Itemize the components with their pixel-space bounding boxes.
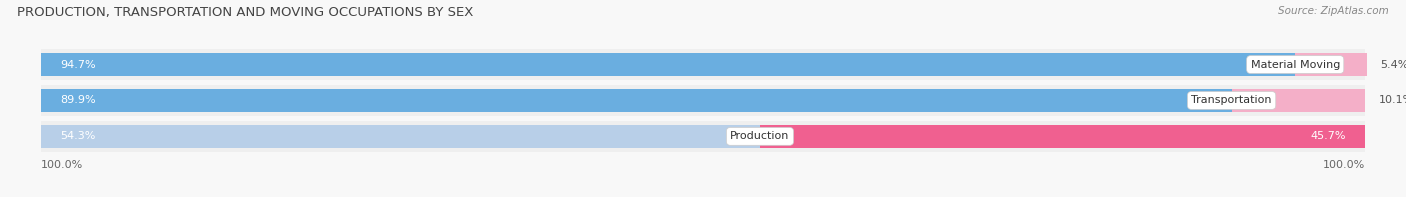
Bar <box>41 49 1365 80</box>
Text: Transportation: Transportation <box>1191 96 1272 105</box>
Text: 89.9%: 89.9% <box>60 96 96 105</box>
Bar <box>41 125 761 148</box>
Bar <box>1295 53 1367 76</box>
Text: Material Moving: Material Moving <box>1250 59 1340 70</box>
Text: Source: ZipAtlas.com: Source: ZipAtlas.com <box>1278 6 1389 16</box>
Bar <box>1232 89 1365 112</box>
Bar <box>41 89 1232 112</box>
Bar <box>761 125 1365 148</box>
Text: 94.7%: 94.7% <box>60 59 96 70</box>
Text: 45.7%: 45.7% <box>1310 131 1346 141</box>
Bar <box>41 85 1365 116</box>
Text: 100.0%: 100.0% <box>41 160 83 170</box>
Bar <box>41 121 1365 152</box>
Text: Production: Production <box>730 131 790 141</box>
Bar <box>41 53 1295 76</box>
Text: PRODUCTION, TRANSPORTATION AND MOVING OCCUPATIONS BY SEX: PRODUCTION, TRANSPORTATION AND MOVING OC… <box>17 6 474 19</box>
Text: 54.3%: 54.3% <box>60 131 96 141</box>
Text: 100.0%: 100.0% <box>1323 160 1365 170</box>
Text: 10.1%: 10.1% <box>1379 96 1406 105</box>
Text: 5.4%: 5.4% <box>1381 59 1406 70</box>
